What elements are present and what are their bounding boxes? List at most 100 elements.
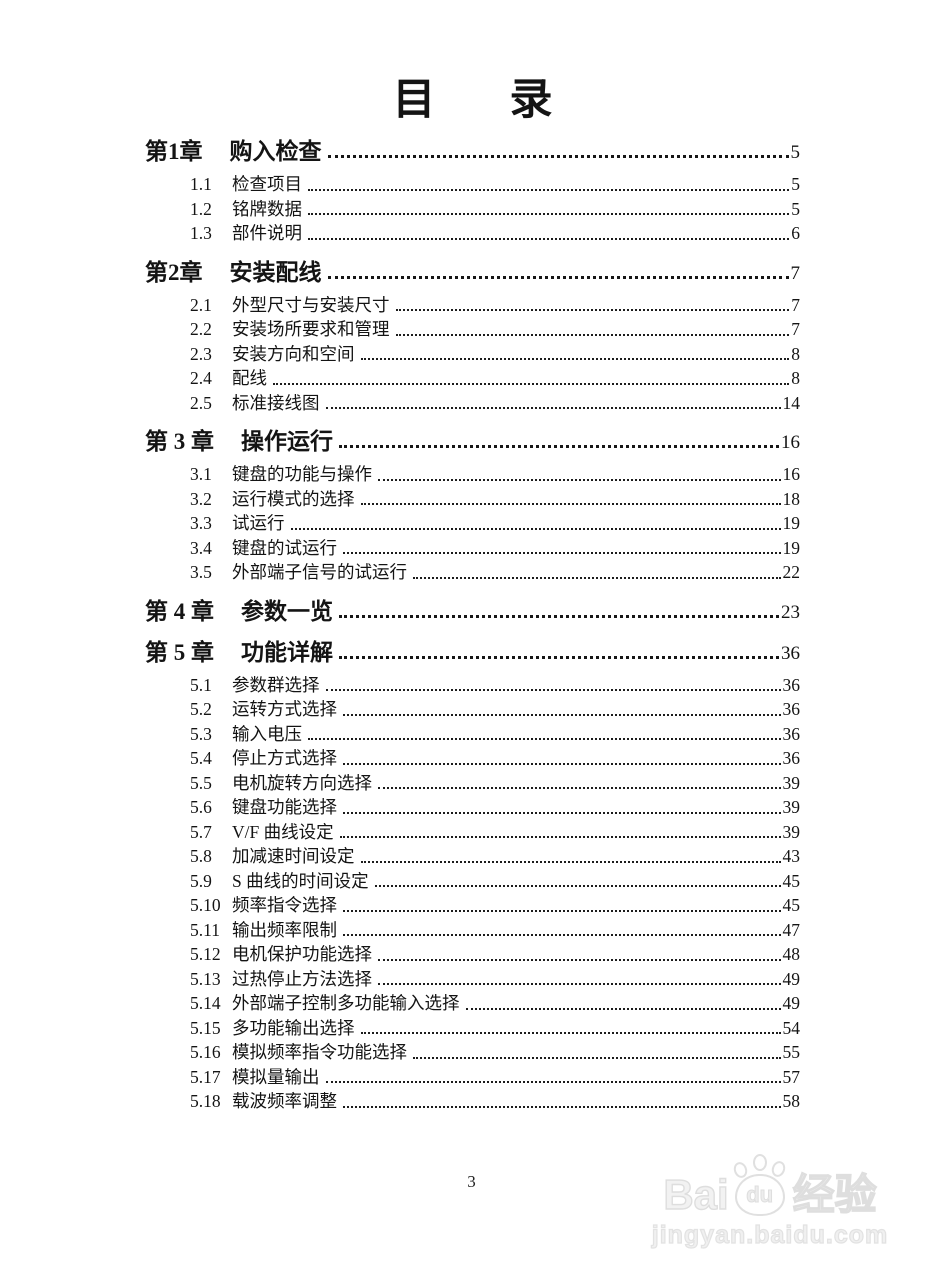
dot-leader (339, 445, 779, 449)
dot-leader (327, 275, 789, 279)
section-title: 过热停止方法选择 (232, 968, 372, 989)
dot-leader (308, 237, 790, 240)
dot-leader (378, 983, 781, 986)
dot-leader (327, 155, 789, 159)
dot-leader (378, 787, 781, 790)
section-title: 铭牌数据 (232, 198, 302, 219)
chapter-title: 操作运行 (241, 429, 333, 455)
toc-section-row: 2.3 安装方向和空间 8 (145, 342, 800, 367)
section-title: 部件说明 (232, 223, 302, 244)
section-number: 5.18 (190, 1091, 221, 1112)
toc-section-row: 5.8 加减速时间设定 43 (145, 844, 800, 869)
section-title: 频率指令选择 (232, 895, 337, 916)
section-page-number: 19 (782, 537, 801, 558)
toc-section-row: 2.4 配线 8 (145, 366, 800, 391)
section-number: 1.3 (190, 223, 212, 244)
section-page-number: 39 (782, 821, 801, 842)
dot-leader (343, 1105, 781, 1108)
watermark-du-text: du (746, 1182, 774, 1208)
dot-leader (343, 713, 781, 716)
section-page-number: 6 (791, 223, 800, 244)
section-page-number: 36 (782, 723, 801, 744)
watermark-jingyan-text: 经验 (792, 1171, 877, 1218)
section-title: 键盘功能选择 (232, 797, 337, 818)
toc-section-row: 1.1 检查项目 5 (145, 172, 800, 197)
section-number: 5.5 (190, 772, 212, 793)
toc-section-row: 5.18 载波频率调整 58 (145, 1089, 800, 1114)
dot-leader (465, 1007, 781, 1010)
section-number: 2.1 (190, 294, 212, 315)
section-number: 5.14 (190, 993, 221, 1014)
section-page-number: 39 (782, 797, 801, 818)
baidu-paw-icon: du (731, 1154, 790, 1216)
section-number: 3.1 (190, 464, 212, 485)
toc-section-row: 5.5 电机旋转方向选择 39 (145, 771, 800, 796)
dot-leader (360, 860, 781, 863)
section-number: 5.1 (190, 674, 212, 695)
dot-leader (343, 762, 781, 765)
section-title: 输入电压 (232, 723, 302, 744)
section-number: 2.5 (190, 392, 212, 413)
paw-toe-icon (752, 1154, 767, 1171)
dot-leader (308, 738, 781, 741)
toc-section-row: 2.1 外型尺寸与安装尺寸 7 (145, 293, 800, 318)
dot-leader (378, 958, 781, 961)
section-title: 加减速时间设定 (232, 846, 355, 867)
section-title: 模拟量输出 (232, 1066, 320, 1087)
section-title: 标准接线图 (232, 392, 320, 413)
section-page-number: 8 (791, 368, 800, 389)
section-page-number: 49 (782, 993, 801, 1014)
section-page-number: 54 (782, 1017, 801, 1038)
dot-leader (343, 909, 781, 912)
toc-section-row: 1.2 铭牌数据 5 (145, 197, 800, 222)
section-number: 2.2 (190, 319, 212, 340)
section-title: 载波频率调整 (232, 1091, 337, 1112)
section-title: 键盘的试运行 (232, 537, 337, 558)
section-number: 5.8 (190, 846, 212, 867)
section-title: 安装场所要求和管理 (232, 319, 390, 340)
watermark-logo: Bai du 经验 (645, 1152, 895, 1216)
section-page-number: 36 (782, 699, 801, 720)
section-number: 2.4 (190, 368, 212, 389)
section-number: 1.2 (190, 198, 212, 219)
toc-section-row: 5.9 S 曲线的时间设定 45 (145, 869, 800, 894)
toc-section-row: 5.10 频率指令选择 45 (145, 893, 800, 918)
toc-section-row: 5.6 键盘功能选择 39 (145, 795, 800, 820)
dot-leader (374, 885, 781, 888)
chapter-number: 第1章 (145, 139, 203, 165)
section-number: 3.5 (190, 562, 212, 583)
section-page-number: 58 (782, 1091, 801, 1112)
watermark-bai-text: Bai (663, 1171, 730, 1218)
chapter-number: 第 3 章 (145, 429, 214, 455)
section-number: 5.4 (190, 748, 212, 769)
section-title: 试运行 (232, 513, 285, 534)
section-title: 外型尺寸与安装尺寸 (232, 294, 390, 315)
section-page-number: 45 (782, 895, 801, 916)
section-title: 停止方式选择 (232, 748, 337, 769)
section-number: 1.1 (190, 174, 212, 195)
section-page-number: 7 (791, 319, 800, 340)
section-title: V/F 曲线设定 (232, 821, 334, 842)
toc-chapter-row: 第1章 购入检查 5 (145, 137, 800, 166)
chapter-page-number: 16 (781, 432, 800, 454)
dot-leader (273, 382, 790, 385)
toc-section-row: 5.11 输出频率限制 47 (145, 918, 800, 943)
dot-leader (343, 934, 781, 937)
section-page-number: 5 (791, 198, 800, 219)
section-page-number: 49 (782, 968, 801, 989)
toc-section-row: 5.12 电机保护功能选择 48 (145, 942, 800, 967)
section-title: 外部端子信号的试运行 (232, 562, 407, 583)
section-number: 5.12 (190, 944, 221, 965)
section-number: 5.13 (190, 968, 221, 989)
section-number: 2.3 (190, 343, 212, 364)
toc-section-row: 3.5 外部端子信号的试运行 22 (145, 560, 800, 585)
section-title: 检查项目 (232, 174, 302, 195)
section-page-number: 36 (782, 674, 801, 695)
dot-leader (290, 527, 781, 530)
section-number: 5.3 (190, 723, 212, 744)
section-number: 3.3 (190, 513, 212, 534)
toc-section-row: 3.3 试运行 19 (145, 511, 800, 536)
chapter-number: 第 4 章 (145, 598, 214, 624)
dot-leader (325, 407, 781, 410)
page-title-char-left: 目 (392, 77, 436, 124)
